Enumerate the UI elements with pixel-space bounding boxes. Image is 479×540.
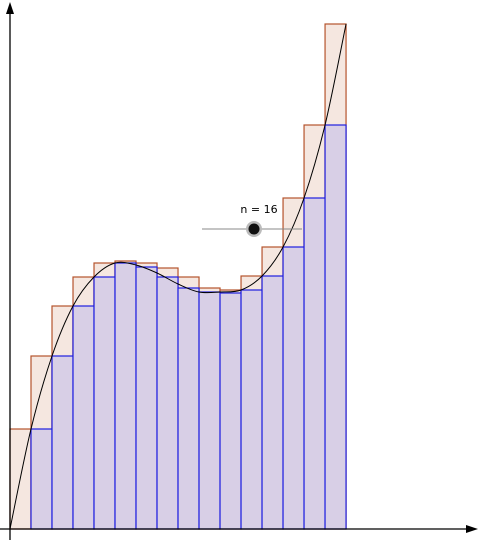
bar-lower — [114, 262, 137, 530]
bar-lower — [303, 197, 326, 530]
bar-lower — [240, 289, 263, 530]
bar-lower — [282, 246, 305, 530]
slider-knob[interactable] — [248, 223, 260, 235]
slider[interactable]: n = 16 — [202, 203, 302, 237]
bar-lower — [219, 292, 242, 530]
bar-lower — [198, 291, 221, 530]
bar-lower — [324, 124, 347, 530]
curve-group — [9, 23, 347, 530]
bar-lower — [261, 275, 284, 530]
bar-lower — [177, 287, 200, 530]
bars — [9, 23, 347, 530]
bar-lower — [30, 428, 53, 530]
bar-lower — [72, 305, 95, 530]
y-axis-arrow — [6, 2, 14, 14]
function-curve — [9, 23, 347, 530]
bar-lower — [51, 355, 74, 530]
bar-lower — [156, 276, 179, 530]
slider-label: n = 16 — [240, 203, 277, 216]
x-axis-arrow — [466, 525, 478, 533]
bar-lower — [135, 266, 158, 530]
bar-lower — [93, 276, 116, 530]
